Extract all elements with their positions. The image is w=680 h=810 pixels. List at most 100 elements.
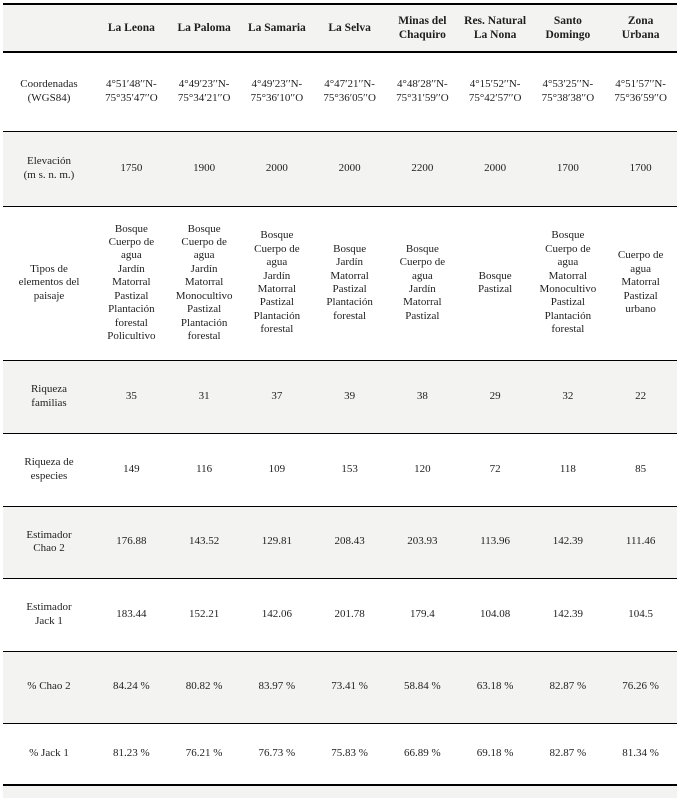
row-label: Estimador Chao 2 (26, 528, 72, 554)
table-row-riqueza-familias: Riqueza familias 35 31 37 39 38 29 32 22 (3, 360, 677, 433)
data-cell: 120 (414, 462, 431, 475)
data-cell: 39 (344, 389, 356, 402)
data-cell: 113.96 (480, 535, 511, 548)
data-cell: 109 (268, 462, 286, 475)
column-header-la-samaria: La Samaria (247, 21, 306, 34)
data-cell: 153 (341, 462, 358, 475)
data-cell: 149 (123, 462, 140, 475)
column-header-la-leona: La Leona (107, 21, 155, 34)
data-cell: 142.39 (552, 607, 583, 620)
data-cell: 22 (635, 389, 647, 402)
data-cell: 85 (635, 462, 647, 475)
column-header-minas-del-chaquiro: Minas del Chaquiro (398, 14, 447, 41)
data-cell: 31 (198, 389, 210, 402)
data-cell: Bosque Cuerpo de agua Jardín Matorral Mo… (175, 222, 233, 342)
data-cell: 1900 (193, 161, 216, 174)
data-cell: 2000 (484, 161, 507, 174)
data-cell: 4°53′25′′N- 75°38′38′′O (541, 78, 595, 104)
table-row-pct-chao2: % Chao 2 84.24 % 80.82 % 83.97 % 73.41 %… (3, 651, 677, 723)
data-cell: 84.24 % (113, 680, 150, 693)
data-cell: 1750 (120, 161, 143, 174)
data-cell: 66.89 % (404, 747, 441, 760)
data-cell: 111.46 (625, 535, 656, 548)
data-cell: 82.87 % (549, 747, 587, 760)
data-cell: 4°47′21′′N- 75°36′05′′O (323, 78, 376, 104)
data-cell: 129.81 (261, 535, 292, 548)
data-cell: 4°51′57′′N- 75°36′59′′O (614, 78, 667, 104)
column-header-res-natural-la-nona: Res. Natural La Nona (464, 14, 527, 41)
row-label: Coordenadas (WGS84) (20, 78, 78, 104)
data-cell: 81.34 % (622, 747, 659, 760)
data-cell: 4°51′48′′N- 75°35′47′′O (105, 78, 158, 104)
data-cell: 152.21 (189, 607, 220, 620)
row-label: Elevación (m s. n. m.) (23, 155, 75, 181)
data-cell: 104.5 (628, 607, 653, 620)
data-cell: 32 (562, 389, 574, 402)
data-cell: 104.08 (480, 607, 511, 620)
table-row-coordenadas: Coordenadas (WGS84) 4°51′48′′N- 75°35′47… (3, 52, 677, 131)
data-cell: Bosque Cuerpo de agua Jardín Matorral Pa… (107, 222, 156, 342)
row-label: % Chao 2 (27, 680, 71, 693)
data-cell: 1700 (629, 161, 652, 174)
table-row-tipos-de-elementos: Tipos de elementos del paisaje Bosque Cu… (3, 206, 677, 360)
table-row-pct-jack1: % Jack 1 81.23 % 76.21 % 76.73 % 75.83 %… (3, 723, 677, 785)
data-cell: 4°15′52′′N- 75°42′57′′O (468, 78, 522, 104)
data-cell: 81.23 % (113, 747, 150, 760)
data-cell: 69.18 % (476, 747, 514, 760)
header-row: La Leona La Paloma La Samaria La Selva M… (3, 4, 677, 52)
data-cell: 201.78 (334, 607, 365, 620)
data-cell: 208.43 (334, 535, 365, 548)
site-comparison-table: La Leona La Paloma La Samaria La Selva M… (3, 3, 677, 786)
next-row-shade-cutoff (3, 786, 677, 798)
column-header-la-paloma: La Paloma (177, 21, 231, 34)
data-cell: 4°48′28′′N- 75°31′59′′O (396, 78, 449, 104)
data-cell: 176.88 (116, 535, 147, 548)
data-cell: Cuerpo de agua Matorral Pastizal urbano (617, 249, 664, 316)
data-cell: 143.52 (189, 535, 220, 548)
data-cell: 83.97 % (258, 680, 296, 693)
data-cell: Bosque Jardín Matorral Pastizal Plantaci… (326, 242, 373, 322)
data-cell: 73.41 % (331, 680, 368, 693)
data-cell: 142.06 (261, 607, 292, 620)
data-cell: 63.18 % (476, 680, 514, 693)
data-cell: 4°49′23′′N- 75°34′21′′O (177, 78, 231, 104)
row-label: Tipos de elementos del paisaje (18, 262, 80, 302)
data-cell: 29 (489, 389, 501, 402)
data-cell: 2200 (411, 161, 434, 174)
data-cell: 38 (416, 389, 428, 402)
data-cell: 35 (125, 389, 137, 402)
data-cell: 72 (489, 462, 501, 475)
data-cell: 118 (559, 462, 576, 475)
table-row-elevacion: Elevación (m s. n. m.) 1750 1900 2000 20… (3, 131, 677, 206)
data-cell: 2000 (265, 161, 288, 174)
data-cell: Bosque Pastizal (478, 269, 513, 295)
data-cell: 183.44 (116, 607, 147, 620)
data-cell: 2000 (338, 161, 361, 174)
row-label: Riqueza familias (30, 383, 68, 409)
table-row-estimador-jack1: Estimador Jack 1 183.44 152.21 142.06 20… (3, 578, 677, 651)
corner-cell (3, 4, 95, 52)
data-cell: 76.21 % (185, 747, 223, 760)
data-cell: Bosque Cuerpo de agua Jardín Matorral Pa… (399, 242, 446, 322)
table-row-riqueza-especies: Riqueza de especies 149 116 109 153 120 … (3, 433, 677, 506)
table-row-estimador-chao2: Estimador Chao 2 176.88 143.52 129.81 20… (3, 506, 677, 578)
data-cell: 1700 (556, 161, 579, 174)
data-cell: 142.39 (552, 535, 583, 548)
column-header-zona-urbana: Zona Urbana (621, 14, 660, 41)
data-cell: 58.84 % (404, 680, 441, 693)
data-cell: 75.83 % (331, 747, 368, 760)
row-label: Estimador Jack 1 (26, 601, 72, 627)
data-cell: 203.93 (407, 535, 438, 548)
data-cell: 76.73 % (258, 747, 296, 760)
data-cell: 76.26 % (622, 680, 659, 693)
data-cell: 179.4 (410, 607, 435, 620)
data-cell: 116 (196, 462, 213, 475)
data-cell: Bosque Cuerpo de agua Matorral Monoculti… (539, 229, 597, 336)
column-header-la-selva: La Selva (328, 21, 371, 34)
row-label: % Jack 1 (29, 747, 69, 760)
data-cell: 37 (271, 389, 283, 402)
data-cell: 80.82 % (185, 680, 223, 693)
data-cell: 4°49′23′′N- 75°36′10′′O (250, 78, 304, 104)
data-cell: Bosque Cuerpo de agua Jardín Matorral Pa… (253, 229, 301, 336)
